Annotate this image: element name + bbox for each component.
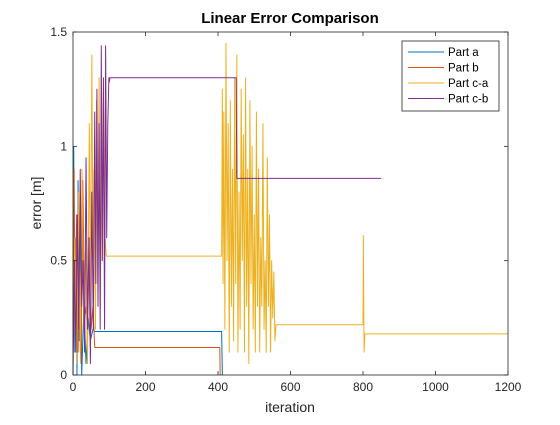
y-tick-label: 0.5: [50, 254, 67, 268]
legend-label: Part c-b: [448, 94, 488, 106]
legend-label: Part b: [448, 63, 479, 75]
x-tick-label: 400: [208, 380, 228, 394]
y-tick-label: 1: [60, 139, 67, 153]
x-tick-label: 800: [353, 380, 373, 394]
x-tick-label: 600: [280, 380, 300, 394]
y-tick-label: 0: [60, 368, 67, 382]
legend-box: [401, 40, 500, 112]
legend: Part a Part b Part c-a Part c-b: [401, 40, 500, 112]
legend-label: Part a: [448, 47, 479, 59]
ticks-layer: 0 200 400 600 800 1000 1200 0 0.5 1 1.5: [50, 25, 521, 394]
x-tick-label: 200: [135, 380, 155, 394]
chart-title: Linear Error Comparison: [201, 10, 379, 27]
y-axis-label: error [m]: [28, 177, 44, 230]
series-layer: [72, 42, 508, 376]
x-tick-label: 1200: [495, 380, 522, 394]
x-axis-label: iteration: [265, 399, 315, 415]
series-line-4: [72, 45, 382, 376]
y-tick-label: 1.5: [50, 25, 67, 39]
legend-label: Part c-a: [448, 78, 489, 90]
x-tick-label: 1000: [422, 380, 449, 394]
x-tick-label: 0: [70, 380, 77, 394]
